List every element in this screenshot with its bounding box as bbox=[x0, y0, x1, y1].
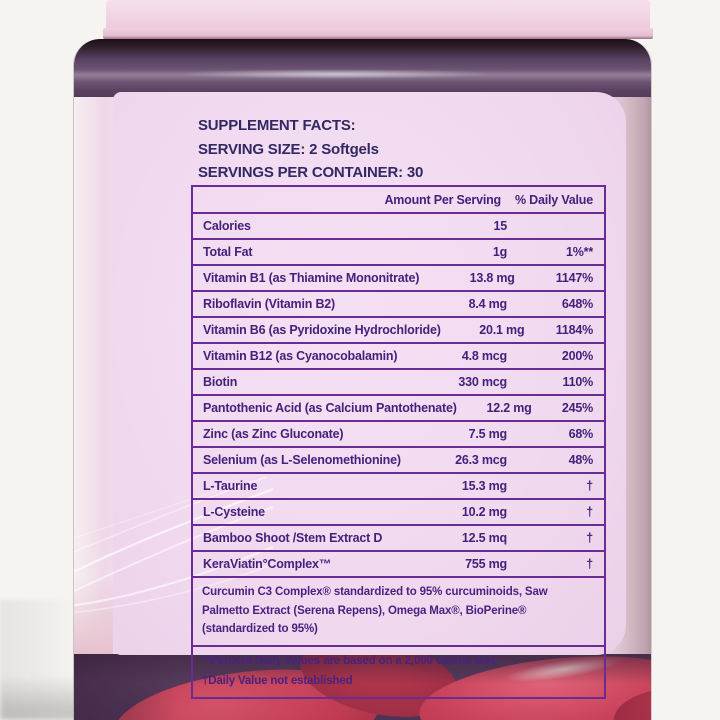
supplement-label: SUPPLEMENT FACTS: SERVING SIZE: 2 Softge… bbox=[74, 92, 626, 699]
table-row: Riboflavin (Vitamin B2) 8.4 mg 648% bbox=[193, 290, 604, 316]
table-row: Vitamin B6 (as Pyridoxine Hydrochloride)… bbox=[193, 316, 604, 342]
nutrient-amount: 26.3 mcg bbox=[455, 453, 507, 467]
nutrient-amount: 330 mcg bbox=[458, 375, 507, 389]
table-row: Selenium (as L-Selenomethionine) 26.3 mc… bbox=[193, 446, 604, 472]
nutrient-daily-value: 200% bbox=[561, 349, 593, 363]
nutrient-amount: 755 mg bbox=[465, 557, 507, 571]
nutrient-daily-value: 1184% bbox=[555, 323, 593, 337]
nutrient-amount: 10.2 mg bbox=[461, 505, 507, 519]
table-row: Pantothenic Acid (as Calcium Pantothenat… bbox=[193, 394, 604, 420]
nutrient-daily-value: 648% bbox=[561, 297, 593, 311]
nutrient-amount: 12.5 mq bbox=[461, 531, 507, 545]
label-heading: SUPPLEMENT FACTS: SERVING SIZE: 2 Softge… bbox=[113, 92, 626, 185]
nutrient-name: Total Fat bbox=[203, 245, 253, 259]
nutrient-name: Vitamin B6 (as Pyridoxine Hydrochloride) bbox=[203, 323, 441, 337]
supplement-facts-table: Amount Per Serving % Daily Value Calorie… bbox=[191, 185, 606, 699]
nutrient-daily-value: 245% bbox=[561, 401, 593, 415]
nutrient-amount: 1g bbox=[492, 245, 507, 259]
nutrient-daily-value: † bbox=[586, 479, 593, 493]
nutrient-amount: 15.3 mg bbox=[461, 479, 507, 493]
table-row: L-Cysteine 10.2 mg † bbox=[193, 498, 604, 524]
servings-per-container-line: SERVINGS PER CONTAINER: 30 bbox=[198, 164, 424, 181]
footnotes-block: **Percent Daily Values are based on a 2,… bbox=[193, 644, 604, 697]
serving-size-line: SERVING SIZE: 2 Softgels bbox=[198, 140, 379, 158]
nutrient-amount: 20.1 mg bbox=[479, 323, 525, 337]
nutrient-daily-value: 68% bbox=[568, 427, 594, 441]
table-row: Calories 15 bbox=[193, 212, 604, 238]
nutrient-name: Vitamin B1 (as Thiamine Mononitrate) bbox=[203, 271, 420, 285]
table-row: KeraViatin°Complex™ 755 mg † bbox=[193, 550, 604, 576]
supplement-facts-title: SUPPLEMENT FACTS: bbox=[198, 117, 356, 134]
column-daily-value: % Daily Value bbox=[515, 192, 593, 207]
table-row: Zinc (as Zinc Gluconate) 7.5 mg 68% bbox=[193, 420, 604, 446]
bottle-cap bbox=[106, 0, 650, 31]
table-row: L-Taurine 15.3 mg † bbox=[193, 472, 604, 498]
nutrient-name: Pantothenic Acid (as Calcium Pantothenat… bbox=[203, 401, 457, 415]
nutrient-name: Bamboo Shoot /Stem Extract D bbox=[203, 531, 383, 545]
footnote-daily-values: **Percent Daily Values are based on a 2,… bbox=[202, 654, 498, 667]
bottle-jar: SUPPLEMENT FACTS: SERVING SIZE: 2 Softge… bbox=[73, 39, 652, 720]
softgel-pills-window bbox=[74, 654, 651, 720]
nutrient-amount: 4.8 mcg bbox=[461, 349, 507, 363]
table-row: Biotin 330 mcg 110% bbox=[193, 368, 604, 394]
nutrient-amount: 8.4 mg bbox=[468, 297, 508, 311]
nutrient-name: L-Cysteine bbox=[203, 505, 265, 519]
nutrient-amount: 13.8 mg bbox=[469, 271, 515, 285]
nutrient-name: Riboflavin (Vitamin B2) bbox=[203, 297, 335, 311]
nutrient-name: Zinc (as Zinc Gluconate) bbox=[203, 427, 344, 441]
nutrient-amount: 7.5 mg bbox=[468, 427, 508, 441]
nutrient-daily-value: † bbox=[586, 531, 593, 545]
nutrient-name: Biotin bbox=[203, 375, 238, 389]
table-header-row: Amount Per Serving % Daily Value bbox=[193, 187, 604, 212]
nutrient-daily-value: † bbox=[586, 505, 593, 519]
table-body: Calories 15 Total Fat 1g 1%** Vitamin B1… bbox=[193, 212, 604, 576]
nutrient-daily-value: 1147% bbox=[555, 271, 593, 285]
nutrient-name: L-Taurine bbox=[203, 479, 258, 493]
nutrient-name: Vitamin B12 (as Cyanocobalamin) bbox=[203, 349, 398, 363]
nutrient-daily-value: 110% bbox=[562, 375, 594, 389]
table-row: Bamboo Shoot /Stem Extract D 12.5 mq † bbox=[193, 524, 604, 550]
bottle-cap-lip bbox=[103, 28, 653, 39]
surface-shadow-left bbox=[0, 600, 80, 720]
nutrient-amount: 15 bbox=[493, 219, 507, 233]
nutrient-amount: 12.2 mg bbox=[486, 401, 532, 415]
table-row: Total Fat 1g 1%** bbox=[193, 238, 604, 264]
other-ingredients-block: Curcumin C3 Complex® standardized to 95%… bbox=[193, 576, 604, 645]
nutrient-daily-value: 48% bbox=[568, 453, 594, 467]
nutrient-name: Calories bbox=[203, 219, 251, 233]
table-row: Vitamin B12 (as Cyanocobalamin) 4.8 mcg … bbox=[193, 342, 604, 368]
nutrient-name: KeraViatin°Complex™ bbox=[203, 557, 332, 571]
jar-contents-shoulder bbox=[74, 39, 651, 97]
nutrient-name: Selenium (as L-Selenomethionine) bbox=[203, 453, 401, 467]
nutrient-daily-value: † bbox=[586, 557, 593, 571]
nutrient-daily-value: 1%** bbox=[566, 245, 593, 259]
table-row: Vitamin B1 (as Thiamine Mononitrate) 13.… bbox=[193, 264, 604, 290]
pills-inner-shadow bbox=[74, 654, 651, 720]
column-amount-per-serving: Amount Per Serving bbox=[384, 192, 501, 207]
footnote-dagger: †Daily Value not established bbox=[202, 675, 353, 687]
jar-gloss-highlight bbox=[177, 69, 496, 79]
